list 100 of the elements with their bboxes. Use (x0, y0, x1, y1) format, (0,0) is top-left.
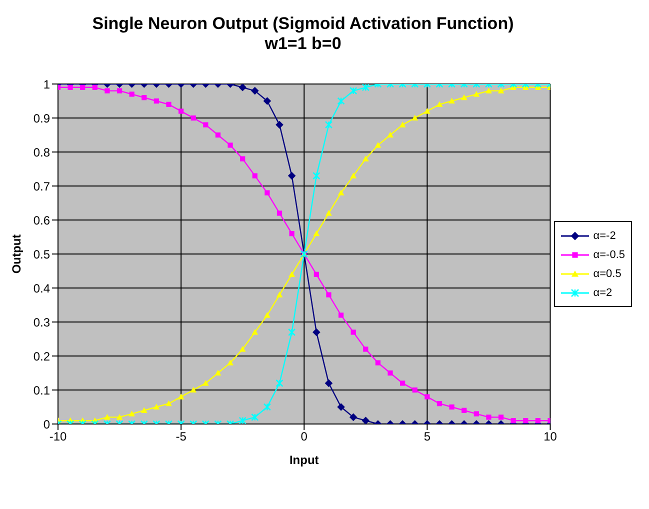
point (486, 414, 492, 420)
point (178, 108, 184, 114)
point (326, 210, 332, 216)
y-tick-label: 0.8 (33, 145, 50, 160)
point (374, 142, 382, 148)
chart-subtitle: w1=1 b=0 (264, 34, 342, 54)
point (448, 98, 455, 104)
point (462, 408, 467, 413)
point (313, 230, 320, 236)
point (166, 400, 172, 406)
point (239, 346, 246, 352)
point (424, 108, 430, 114)
y-axis-title: Output (9, 234, 24, 274)
point (276, 379, 284, 388)
point (400, 380, 406, 386)
point (412, 387, 418, 393)
legend-label: α=0.5 (593, 268, 622, 280)
chart-title: Single Neuron Output (Sigmoid Activation Function) (91, 14, 515, 34)
x-axis-title: Input (289, 453, 319, 467)
point (436, 101, 443, 107)
point (166, 102, 172, 107)
point (251, 87, 259, 94)
point (362, 416, 370, 424)
x-tick-label: 0 (300, 430, 308, 444)
point (375, 360, 381, 366)
point (337, 97, 345, 105)
point (288, 271, 296, 277)
point (252, 173, 258, 178)
point (264, 97, 271, 105)
point (129, 92, 134, 97)
point (238, 84, 246, 92)
point (399, 122, 406, 128)
point (240, 156, 246, 162)
point (288, 172, 296, 180)
point (338, 190, 344, 196)
y-tick-label: 0.3 (33, 315, 50, 330)
y-tick-label: 0.6 (33, 213, 50, 228)
point (314, 272, 319, 277)
point (238, 416, 246, 424)
y-tick-label: 0.2 (33, 349, 50, 364)
point (388, 370, 393, 376)
x-tick-label: -10 (49, 430, 67, 444)
point (312, 328, 320, 336)
y-tick-label: 0.4 (33, 281, 50, 296)
point (154, 98, 160, 104)
point (116, 88, 122, 94)
point (337, 403, 345, 411)
y-tick-label: 0.7 (33, 179, 50, 194)
legend-label: α=-0.5 (593, 248, 625, 260)
point (326, 292, 332, 298)
point (215, 132, 221, 138)
point (362, 156, 369, 162)
point (350, 414, 358, 421)
point (312, 172, 320, 180)
x-tick-label: 5 (424, 430, 431, 444)
point (203, 122, 208, 128)
point (338, 312, 344, 318)
point (142, 95, 147, 100)
point (498, 88, 504, 94)
point (288, 328, 296, 336)
legend-label: α=2 (593, 286, 612, 298)
point (289, 231, 294, 236)
y-tick-label: 0 (43, 417, 50, 432)
point (263, 403, 272, 411)
point (473, 91, 480, 97)
point (350, 330, 356, 335)
point (264, 312, 270, 318)
point (214, 370, 222, 376)
y-tick-label: 0.5 (33, 247, 50, 262)
point (264, 190, 270, 196)
point (140, 407, 148, 413)
point (190, 115, 196, 121)
point (251, 413, 259, 422)
point (474, 411, 479, 416)
point (498, 414, 504, 420)
point (363, 346, 368, 352)
x-tick-label: 10 (544, 430, 558, 444)
point (350, 86, 358, 95)
point (178, 394, 184, 400)
point (449, 404, 454, 410)
y-tick-label: 0.9 (33, 111, 50, 126)
point (104, 88, 110, 94)
legend-label: α=-2 (593, 230, 616, 242)
point (116, 414, 123, 420)
point (324, 120, 333, 129)
point (202, 380, 209, 386)
point (460, 94, 468, 100)
point (228, 142, 233, 148)
point (276, 292, 283, 298)
y-tick-label: 1 (43, 77, 50, 92)
point (350, 172, 357, 178)
point (424, 394, 430, 400)
point (387, 132, 394, 138)
point (252, 329, 258, 335)
x-tick-label: -5 (176, 430, 187, 444)
point (128, 410, 136, 416)
point (325, 380, 332, 387)
point (276, 121, 284, 128)
point (412, 114, 418, 121)
point (227, 360, 234, 366)
